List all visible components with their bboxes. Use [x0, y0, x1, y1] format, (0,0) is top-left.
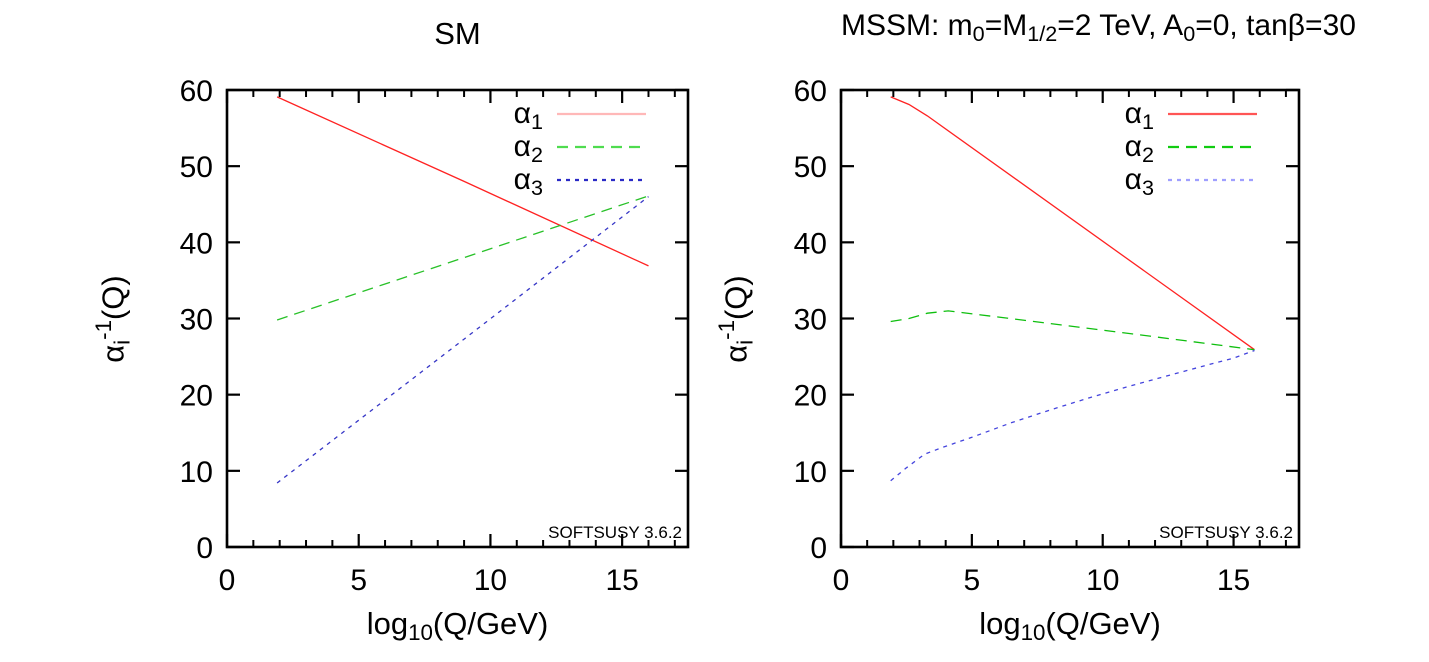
text-segment: MSSM: m — [841, 9, 973, 42]
text-segment: α — [718, 344, 754, 363]
series-alpha_1-line — [890, 96, 1255, 351]
sm-plot-svg: 0 5 10 15 0 10 20 30 40 50 60 SOFTSUSY 3.6.2 — [180, 75, 690, 597]
text-segment: log — [366, 606, 409, 641]
x-tick-label: 15 — [1217, 564, 1250, 597]
x-tick-label: 5 — [964, 564, 981, 597]
text-segment: SM — [434, 16, 481, 51]
y-tick-label: 30 — [180, 304, 213, 337]
text-segment: =2 TeV, A — [1057, 9, 1184, 42]
legend-label-alpha_2: α2 — [323, 127, 543, 167]
y-tick-label: 20 — [794, 380, 827, 413]
x-tick-label: 0 — [219, 564, 236, 597]
x-tick-label: 5 — [350, 564, 367, 597]
text-segment: α — [513, 130, 531, 163]
text-segment: (Q) — [95, 274, 131, 320]
text-segment: 10 — [408, 620, 433, 646]
y-tick-label: 60 — [180, 75, 213, 108]
legend-label-alpha_1: α1 — [323, 94, 543, 134]
y-tick-label: 0 — [810, 532, 827, 565]
legend-label-alpha_3: α3 — [934, 160, 1154, 200]
legend-label-alpha_2: α2 — [934, 127, 1154, 167]
y-tick-label: 0 — [196, 532, 213, 565]
text-segment: α — [513, 163, 531, 196]
text-segment: (Q/GeV) — [432, 606, 549, 641]
text-segment: 3 — [1141, 175, 1154, 201]
text-segment: -1 — [91, 319, 116, 340]
text-segment: 1 — [1141, 109, 1154, 135]
sm-chart-panel: 0 5 10 15 0 10 20 30 40 50 60 SOFTSUSY 3.6.2 SM αi-… — [0, 0, 714, 662]
text-segment: 2 — [530, 142, 543, 168]
softsusy-watermark: SOFTSUSY 3.6.2 — [1159, 523, 1293, 542]
sm-chart-title: SM — [227, 16, 688, 52]
y-tick-label: 10 — [794, 456, 827, 489]
text-segment: 0 — [972, 21, 985, 47]
text-segment: 1 — [530, 109, 543, 135]
series-alpha_2-line — [276, 195, 649, 321]
text-segment: =0, tanβ=30 — [1195, 9, 1356, 42]
text-segment: α — [1124, 97, 1142, 130]
y-tick-label: 40 — [180, 227, 213, 260]
x-tick-label: 10 — [474, 564, 507, 597]
y-tick-label: 50 — [180, 151, 213, 184]
mssm-chart-title: MSSM: m0=M1/2=2 TeV, A0=0, tanβ=30 — [841, 9, 1356, 47]
series-alpha_3-line — [890, 349, 1255, 482]
text-segment: (Q) — [718, 274, 754, 320]
text-segment: 10 — [1020, 620, 1046, 646]
y-tick-label: 10 — [180, 456, 213, 489]
series-alpha_2-line — [890, 310, 1255, 351]
y-tick-label: 30 — [794, 304, 827, 337]
y-tick-label: 20 — [180, 380, 213, 413]
text-segment: α — [95, 344, 131, 363]
mssm-x-axis-label: log10(Q/GeV) — [841, 606, 1299, 646]
text-segment: i — [109, 339, 135, 345]
text-segment: log — [979, 606, 1021, 641]
legend-label-alpha_1: α1 — [934, 94, 1154, 134]
softsusy-watermark: SOFTSUSY 3.6.2 — [548, 523, 682, 542]
legend-label-alpha_3: α3 — [323, 160, 543, 200]
text-segment: α — [513, 97, 531, 130]
mssm-y-axis-label: αi-1(Q) — [707, 209, 758, 429]
text-segment: 0 — [1183, 21, 1196, 47]
mssm-plot-svg: 0 5 10 15 0 10 20 30 40 50 60 SOFTSUSY 3.6.2 — [794, 75, 1301, 597]
text-segment: 3 — [530, 175, 543, 201]
y-tick-label: 60 — [794, 75, 827, 108]
text-segment: =M — [984, 9, 1028, 42]
text-segment: α — [1124, 163, 1142, 196]
sm-x-axis-label: log10(Q/GeV) — [227, 606, 688, 646]
text-segment: i — [732, 339, 758, 345]
text-segment: α — [1124, 130, 1142, 163]
x-tick-label: 0 — [833, 564, 850, 597]
text-segment: 2 — [1141, 142, 1154, 168]
x-tick-label: 15 — [605, 564, 638, 597]
text-segment: 1/2 — [1027, 21, 1058, 47]
y-tick-label: 40 — [794, 227, 827, 260]
sm-y-axis-label: αi-1(Q) — [84, 209, 135, 429]
text-segment: (Q/GeV) — [1045, 606, 1161, 641]
x-tick-label: 10 — [1086, 564, 1119, 597]
y-tick-label: 50 — [794, 151, 827, 184]
series-alpha_3-line — [276, 196, 649, 484]
mssm-chart-panel: 0 5 10 15 0 10 20 30 40 50 60 SOFTSUSY 3.6.2 MSSM: … — [714, 0, 1429, 662]
text-segment: -1 — [714, 319, 739, 340]
series-alpha_1-line — [276, 96, 649, 267]
